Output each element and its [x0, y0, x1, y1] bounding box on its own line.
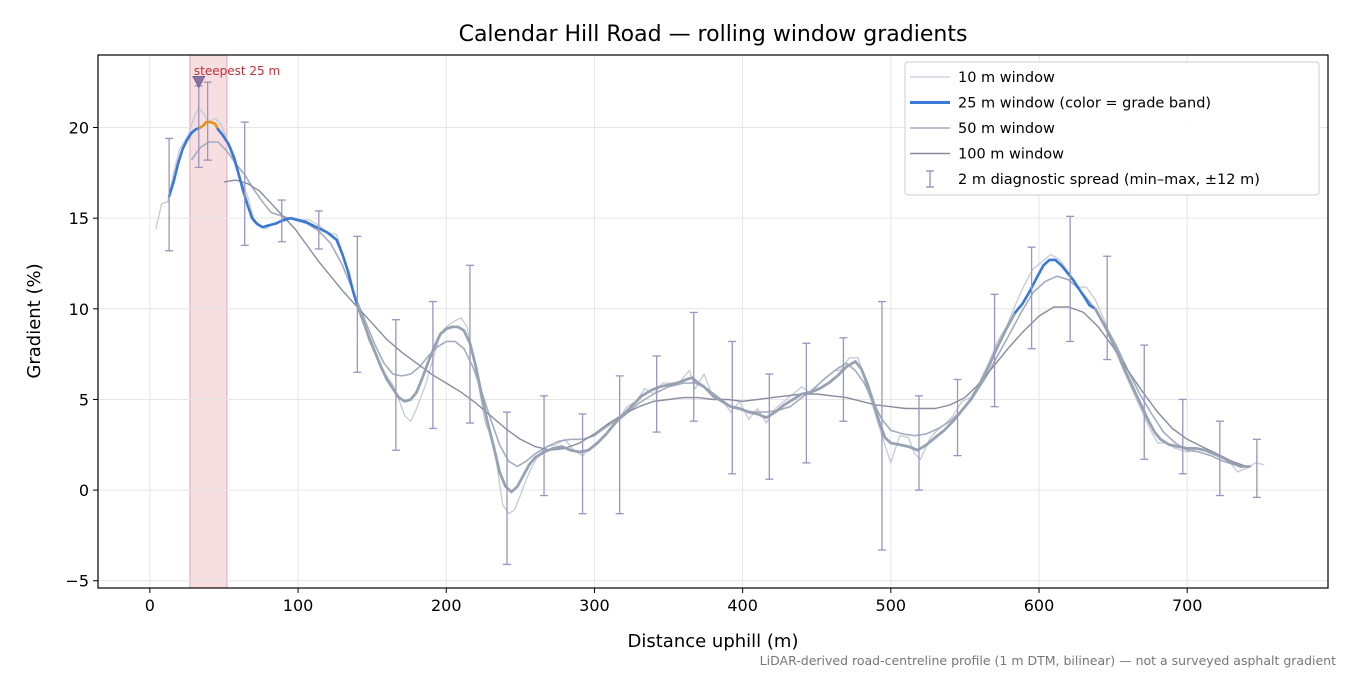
series-25m-segment [1093, 307, 1251, 468]
y-axis-label: Gradient (%) [24, 263, 45, 378]
series-25m-segment [167, 126, 202, 198]
x-tick-label: 500 [876, 596, 907, 615]
errorbar [578, 413, 587, 515]
x-tick-label: 600 [1024, 596, 1055, 615]
errorbar [990, 293, 999, 408]
legend-label: 10 m window [958, 70, 1055, 86]
errorbar [203, 81, 212, 161]
errorbar [165, 137, 174, 252]
legend-label: 50 m window [958, 121, 1055, 137]
errorbar [391, 319, 400, 451]
errorbar [765, 373, 774, 480]
errorbar [953, 378, 962, 457]
series-10m-line [155, 106, 1265, 515]
y-tick-label: 5 [79, 390, 89, 409]
series-25m-segment [216, 128, 359, 307]
legend: 10 m window 25 m window (color = grade ba… [904, 61, 1320, 196]
errorbar [689, 311, 698, 422]
series-layer [155, 106, 1265, 515]
x-tick-label: 200 [431, 596, 462, 615]
legend-label: 2 m diagnostic spread (min–max, ±12 m) [958, 172, 1260, 188]
errorbar [314, 210, 323, 250]
legend-item: 2 m diagnostic spread (min–max, ±12 m) [926, 170, 1260, 188]
errorbar [1252, 438, 1261, 499]
errorbar [465, 264, 474, 424]
legend-item: 100 m window [910, 147, 1064, 163]
plot-frame [97, 54, 1329, 589]
errorbar [1140, 344, 1149, 460]
errorbar [728, 340, 737, 475]
errorbar-layer [165, 81, 1261, 566]
legend-item: 10 m window [910, 70, 1055, 86]
errorbar [914, 395, 923, 491]
legend-label: 25 m window (color = grade band) [958, 96, 1211, 112]
legend-box [904, 61, 1320, 196]
y-tick-label: 0 [79, 481, 89, 500]
chart-title: Calendar Hill Road — rolling window grad… [459, 22, 968, 47]
y-tick-label: 10 [69, 300, 89, 319]
errorbar [240, 121, 249, 247]
axes-layer: 0 100 200 300 400 500 600 700 −5 0 5 10 15 20 [65, 119, 1202, 615]
errorbar [615, 375, 624, 515]
errorbar [1178, 398, 1187, 475]
legend-label: 100 m window [958, 147, 1064, 163]
y-tick-label: −5 [65, 572, 89, 591]
errorbar [353, 235, 362, 373]
errorbar [1066, 215, 1075, 343]
errorbar [1215, 420, 1224, 497]
errorbar [277, 199, 286, 243]
y-tick-label: 20 [69, 119, 89, 138]
steepest-marker-icon [192, 75, 206, 89]
x-tick-label: 300 [579, 596, 610, 615]
y-tick-label: 15 [69, 209, 89, 228]
x-tick-label: 0 [145, 596, 155, 615]
x-tick-label: 400 [727, 596, 758, 615]
series-25m-segment [355, 303, 1017, 494]
errorbar [540, 395, 549, 497]
errorbar [802, 342, 811, 464]
annotation-layer: steepest 25 m [192, 64, 280, 89]
errorbar [428, 300, 437, 430]
series-25m-segment [199, 120, 220, 131]
x-tick-label: 100 [283, 596, 314, 615]
errorbar [877, 300, 886, 551]
errorbar [503, 411, 512, 566]
x-axis-label: Distance uphill (m) [628, 631, 799, 652]
errorbar [1103, 255, 1112, 361]
legend-item: 25 m window (color = grade band) [910, 96, 1211, 112]
steepest-label: steepest 25 m [194, 64, 280, 78]
errorbar [1027, 246, 1036, 350]
x-tick-label: 700 [1172, 596, 1203, 615]
footnote: LiDAR-derived road-centreline profile (1… [760, 653, 1336, 668]
errorbar [652, 355, 661, 433]
legend-item: 50 m window [910, 121, 1055, 137]
errorbar [839, 337, 848, 422]
